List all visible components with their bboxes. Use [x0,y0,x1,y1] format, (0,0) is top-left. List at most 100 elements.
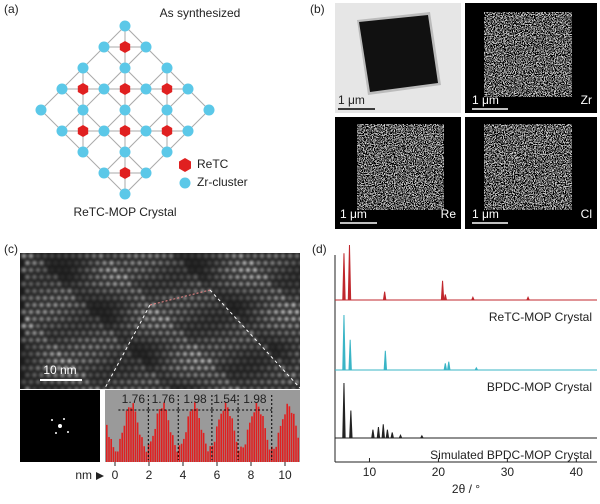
tem-dot [168,337,174,343]
tem-dot [147,365,153,371]
tem-dot [263,260,268,266]
tem-dot [259,295,265,301]
tem-dot [179,316,184,322]
tem-dot [144,316,149,322]
peak [398,433,403,439]
tem-dot [277,372,282,378]
profile-bar [128,407,130,462]
tem-dot [130,302,135,308]
axis-label: nm [75,468,92,482]
tem-dot [147,323,153,329]
tem-dot [105,267,111,273]
tem-dot [133,337,139,343]
tem-dot [270,330,275,336]
tem-dot [130,358,135,364]
tem-dot [294,253,300,259]
tem-dot [116,386,121,389]
tem-dot [49,253,55,259]
tem-dot [175,309,181,315]
tem-dot [217,351,223,357]
panel-label: (b) [310,2,325,16]
tem-dot [287,309,293,315]
tem-dot [256,302,261,308]
retc [77,125,89,137]
tem-dot [298,330,300,336]
x-axis-label: 2θ / ° [452,482,480,496]
peak [443,294,448,301]
tem-dot [98,295,104,301]
profile-bar [119,438,121,462]
tem-dot [84,365,90,371]
tem-dot [147,351,153,357]
tem-dot [91,379,97,385]
tem-dot [98,281,104,287]
profile-bar [286,403,288,462]
tem-dot [140,281,146,287]
tem-dot [203,253,209,259]
tem-dot [217,253,223,259]
tem-dot [284,316,289,322]
tem-dot [154,351,160,357]
tem-dot [186,358,191,364]
tem-dot [277,386,282,389]
tem-dot [130,344,135,350]
tem-dot [158,386,163,389]
profile-bar [288,406,291,462]
tem-dot [217,337,223,343]
profile-bar [238,450,240,462]
tem-dot [25,316,30,322]
tem-dot [294,323,300,329]
tem-dot [77,323,83,329]
tem-dot [140,295,146,301]
tem-dot [280,267,286,273]
profile-bar [279,425,282,462]
tem-dot [172,260,177,266]
tem-dot [74,316,79,322]
zr-cluster [140,41,152,53]
tem-dot [224,253,230,259]
tem-dot [91,281,97,287]
tem-dot [266,295,272,301]
tem-dot [165,274,170,280]
tem-dot [196,323,202,329]
tem-dot [140,337,146,343]
tem-dot [67,330,72,336]
profile-bar [275,446,277,462]
tem-dot [165,288,170,294]
tem-dot [179,288,184,294]
profile-bar [293,413,295,462]
tem-dot [196,253,202,259]
tem-dot [252,253,258,259]
tem-dot [98,379,104,385]
legend-label: ReTC [197,157,229,171]
tem-dot [242,358,247,364]
tem-dot [161,253,167,259]
tem-dot [210,253,216,259]
zr-cluster [140,83,152,95]
profile-bar [257,406,260,462]
peak [383,350,388,371]
tem-dot [277,288,282,294]
tem-dot [98,351,104,357]
tem-dot [245,379,251,385]
tem-dot [88,330,93,336]
tem-dot [102,274,107,280]
tem-dot [263,372,268,378]
tem-dot [77,295,83,301]
tem-dot [28,365,34,371]
tem-dot [249,344,254,350]
tem-dot [217,323,223,329]
tem-dot [133,267,139,273]
tem-dot [123,372,128,378]
tem-dot [105,295,111,301]
tem-dot [112,337,118,343]
tem-dot [200,316,205,322]
tem-dot [95,344,100,350]
tem-dot [39,316,44,322]
tem-dot [175,323,181,329]
tem-dot [42,281,48,287]
tem-dot [70,295,76,301]
tem-dot [81,386,86,389]
tem-dot [67,344,72,350]
zr-cluster [161,146,173,158]
